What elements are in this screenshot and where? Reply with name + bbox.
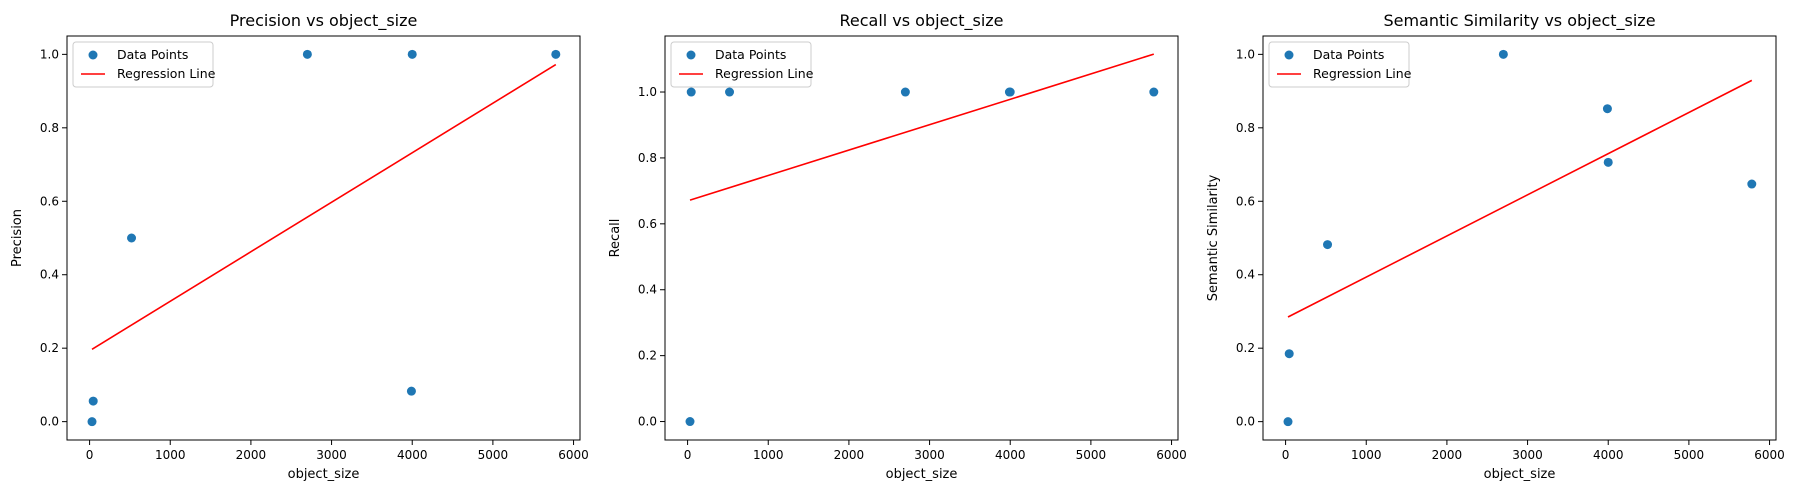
chart-title: Recall vs object_size: [839, 11, 1003, 31]
legend-marker-data-points: [686, 50, 696, 60]
x-tick-label: 0: [86, 448, 94, 462]
data-point: [1498, 49, 1508, 59]
x-axis-label: object_size: [886, 467, 958, 482]
data-point: [685, 417, 695, 427]
y-tick-label: 0.8: [40, 121, 59, 135]
x-tick-label: 1000: [1351, 448, 1382, 462]
x-tick-label: 2000: [1432, 448, 1463, 462]
y-tick-label: 0.6: [40, 194, 59, 208]
data-point: [1603, 157, 1613, 167]
legend: Data Points Regression Line: [72, 41, 216, 88]
data-point: [1149, 87, 1159, 97]
legend-box: [1268, 41, 1410, 88]
x-tick-label: 0: [684, 448, 692, 462]
y-tick-label: 0.8: [638, 151, 657, 165]
x-tick-label: 4000: [397, 448, 428, 462]
x-tick-label: 3000: [914, 448, 945, 462]
plot-frame: [664, 35, 1179, 441]
legend-label-regression-line: Regression Line: [715, 66, 814, 81]
plot-frame: [1262, 35, 1777, 441]
plot-frame: [66, 35, 581, 441]
x-tick-label: 4000: [1593, 448, 1624, 462]
regression-line: [689, 53, 1155, 201]
data-point: [900, 87, 910, 97]
y-tick-label: 0.4: [1236, 268, 1255, 282]
x-axis-label: object_size: [1484, 467, 1556, 482]
y-axis-label: Recall: [608, 219, 623, 258]
data-point: [1323, 240, 1333, 250]
y-tick-label: 0.4: [40, 268, 59, 282]
data-point: [1005, 87, 1015, 97]
x-tick-label: 0: [1282, 448, 1290, 462]
legend-label-data-points: Data Points: [1313, 47, 1384, 62]
y-tick-label: 0.4: [638, 283, 657, 297]
legend-label-data-points: Data Points: [715, 47, 786, 62]
chart-panel-1: Precision vs object_size 0 1000 2000 3000 400…: [10, 11, 589, 482]
x-tick-label: 1000: [753, 448, 784, 462]
data-point: [1602, 104, 1612, 114]
y-tick-label: 0.8: [1236, 121, 1255, 135]
x-axis-label: object_size: [288, 467, 360, 482]
data-point: [407, 49, 417, 59]
legend-label-regression-line: Regression Line: [1313, 66, 1412, 81]
legend-label-data-points: Data Points: [117, 47, 188, 62]
y-axis-label: Semantic Similarity: [1206, 174, 1221, 301]
y-tick-label: 0.0: [40, 415, 59, 429]
x-tick-label: 6000: [1754, 448, 1785, 462]
chart-panel-3: Semantic Similarity vs object_size 0 1000 2…: [1206, 11, 1785, 482]
y-tick-label: 0.0: [638, 415, 657, 429]
y-tick-label: 0.0: [1236, 415, 1255, 429]
data-point: [1283, 417, 1293, 427]
legend: Data Points Regression Line: [1268, 41, 1412, 88]
x-tick-label: 3000: [1512, 448, 1543, 462]
data-point: [302, 49, 312, 59]
data-point: [406, 386, 416, 396]
y-tick-label: 0.2: [1236, 341, 1255, 355]
data-point: [1747, 179, 1757, 189]
regression-line: [1287, 79, 1753, 318]
x-tick-label: 5000: [1674, 448, 1705, 462]
y-tick-label: 1.0: [1236, 47, 1255, 61]
legend-box: [670, 41, 812, 88]
data-point: [686, 87, 696, 97]
y-tick-label: 0.6: [1236, 194, 1255, 208]
legend-marker-data-points: [1284, 50, 1294, 60]
x-tick-label: 5000: [478, 448, 509, 462]
x-tick-label: 3000: [316, 448, 347, 462]
y-axis-label: Precision: [10, 209, 25, 267]
data-point: [127, 233, 137, 243]
y-tick-label: 1.0: [40, 47, 59, 61]
x-tick-label: 4000: [995, 448, 1026, 462]
chart-title: Precision vs object_size: [230, 11, 418, 31]
x-tick-label: 6000: [558, 448, 589, 462]
x-tick-label: 5000: [1076, 448, 1107, 462]
data-point: [88, 396, 98, 406]
legend-box: [72, 41, 214, 88]
data-point: [87, 417, 97, 427]
regression-line: [91, 63, 557, 350]
x-tick-label: 2000: [236, 448, 267, 462]
y-tick-label: 0.6: [638, 217, 657, 231]
data-point: [551, 49, 561, 59]
y-tick-label: 0.2: [638, 349, 657, 363]
legend-label-regression-line: Regression Line: [117, 66, 216, 81]
y-tick-label: 1.0: [638, 85, 657, 99]
x-tick-label: 1000: [155, 448, 186, 462]
x-tick-label: 2000: [834, 448, 865, 462]
x-tick-label: 6000: [1156, 448, 1187, 462]
data-point: [1284, 349, 1294, 359]
legend: Data Points Regression Line: [670, 41, 814, 88]
chart-panel-2: Recall vs object_size 0 1000 2000 3000 4000 50…: [608, 11, 1187, 482]
legend-marker-data-points: [88, 50, 98, 60]
chart-title: Semantic Similarity vs object_size: [1383, 11, 1655, 31]
y-tick-label: 0.2: [40, 341, 59, 355]
data-point: [725, 87, 735, 97]
